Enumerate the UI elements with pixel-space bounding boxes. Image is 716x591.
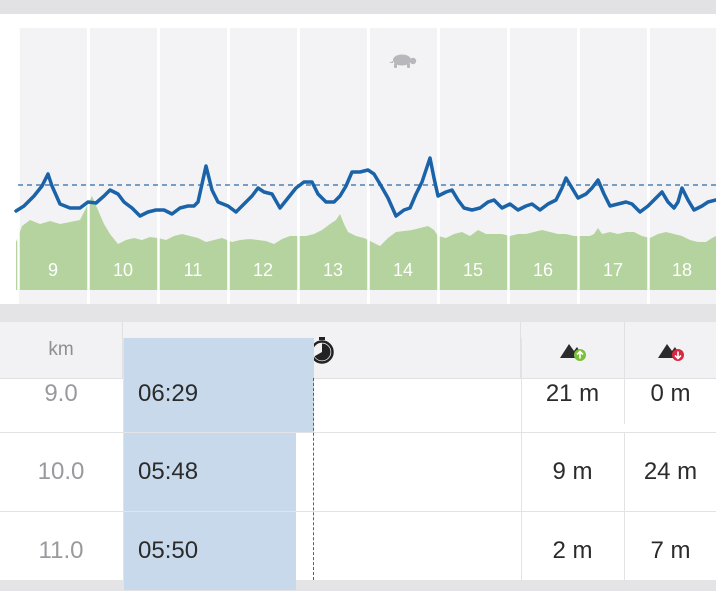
column-label: 10 bbox=[113, 260, 133, 280]
mountain-ascent-icon bbox=[559, 344, 586, 361]
column-label: 16 bbox=[533, 260, 553, 280]
ascent-column-header[interactable] bbox=[521, 322, 625, 378]
km-value: 10.0 bbox=[37, 458, 85, 485]
ascent-value: 21 m bbox=[521, 364, 625, 424]
table-row[interactable]: 10.0 05:48 9 m 24 m bbox=[0, 433, 716, 512]
time-column-header[interactable] bbox=[123, 322, 521, 378]
pace-bar bbox=[124, 512, 296, 590]
table-row[interactable]: 9.0 06:29 21 m 0 m bbox=[0, 338, 716, 433]
column-label: 14 bbox=[393, 260, 413, 280]
split-time: 05:48 bbox=[138, 458, 199, 485]
table-row[interactable]: 11.0 05:50 2 m 7 m bbox=[0, 512, 716, 591]
pace-bar bbox=[124, 338, 314, 432]
time-cell: 06:29 bbox=[123, 338, 522, 432]
split-time: 05:50 bbox=[138, 537, 199, 564]
top-bar bbox=[0, 0, 716, 14]
km-column-header[interactable]: km bbox=[0, 322, 123, 378]
column-label: 9 bbox=[48, 260, 58, 280]
average-pace-marker bbox=[313, 378, 314, 580]
ascent-value: 2 m bbox=[521, 512, 625, 590]
descent-value: 0 m bbox=[650, 380, 691, 407]
chart-svg: 9 10 11 12 13 14 15 16 17 18 bbox=[14, 28, 716, 290]
table-header: km bbox=[0, 322, 716, 379]
column-label: 12 bbox=[253, 260, 273, 280]
time-cell: 05:50 bbox=[123, 512, 522, 590]
column-label: 11 bbox=[184, 260, 203, 280]
column-label: 13 bbox=[323, 260, 343, 280]
pace-bar bbox=[124, 433, 296, 511]
column-label: 15 bbox=[463, 260, 483, 280]
elevation-area bbox=[16, 196, 716, 290]
column-label: 18 bbox=[672, 260, 692, 280]
splits-table: km 9.0 06:29 bbox=[0, 322, 716, 591]
split-time: 06:29 bbox=[138, 380, 199, 407]
descent-column-header[interactable] bbox=[625, 322, 716, 378]
pace-elevation-chart[interactable]: 9 10 11 12 13 14 15 16 17 18 bbox=[0, 14, 716, 304]
pace-line bbox=[14, 156, 716, 218]
km-value: 9.0 bbox=[44, 380, 78, 407]
time-cell: 05:48 bbox=[123, 433, 522, 511]
km-value: 11.0 bbox=[38, 537, 84, 564]
descent-value: 24 m bbox=[643, 458, 698, 485]
column-separators bbox=[17, 28, 650, 290]
column-label: 17 bbox=[603, 260, 623, 280]
descent-value: 7 m bbox=[650, 537, 691, 564]
ascent-value: 9 m bbox=[521, 433, 625, 511]
turtle-icon bbox=[389, 54, 417, 68]
mountain-descent-icon bbox=[657, 344, 684, 361]
section-gap bbox=[0, 304, 716, 322]
